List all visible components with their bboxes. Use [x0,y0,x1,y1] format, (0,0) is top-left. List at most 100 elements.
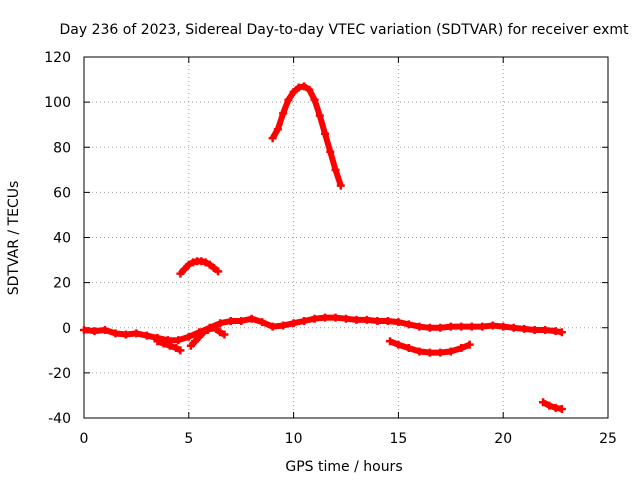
data-point [541,326,550,335]
data-point [279,321,288,330]
data-point [386,337,395,346]
data-point [404,344,413,353]
data-point [165,341,174,350]
data-point [132,329,141,338]
data-point [268,322,277,331]
data-point [310,95,319,104]
data-point [174,336,183,345]
series-arc-late [539,398,566,413]
data-point [247,314,256,323]
data-point [216,319,225,328]
data-point [268,134,277,143]
data-point [457,322,466,331]
data-point [284,95,293,104]
data-point [186,341,195,350]
data-point [352,315,361,324]
y-axis-label: SDTVAR / TECUs [6,181,22,296]
data-point [310,314,319,323]
data-point [446,347,455,356]
data-point [415,322,424,331]
series-arc-early-dip [153,337,185,355]
data-point [305,85,314,94]
y-tick-label: 40 [53,231,71,247]
data-point [530,326,539,335]
data-point [520,324,529,333]
data-point [237,316,246,325]
data-point [436,323,445,332]
data-point [478,322,487,331]
data-point [205,260,214,269]
y-tick-label: 100 [44,95,71,111]
data-point [273,125,282,134]
data-point [394,340,403,349]
y-tick-label: 60 [53,185,71,201]
data-point [111,329,120,338]
x-tick-label: 5 [184,431,193,447]
data-point [258,318,267,327]
data-point [539,398,548,407]
data-point [499,322,508,331]
data-point [90,327,99,336]
data-point [457,344,466,353]
series-arc-baseline [80,313,566,345]
y-tick-label: 120 [44,50,71,66]
series-arc-main-peak [268,82,345,190]
x-tick-label: 10 [285,431,303,447]
x-tick-label: 25 [599,431,617,447]
data-point [436,348,445,357]
grid-lines [84,57,608,418]
data-point [488,321,497,330]
series-trace [270,83,344,187]
data-point [180,265,189,274]
chart-title: Day 236 of 2023, Sidereal Day-to-day VTE… [60,22,630,38]
data-point [184,260,193,269]
data-point [195,332,204,341]
data-point [467,322,476,331]
series-arc-afternoon-dip [386,337,474,357]
data-point [465,340,474,349]
data-point [184,332,193,341]
data-point [383,316,392,325]
y-tick-label: 0 [62,321,71,337]
data-point [214,267,223,276]
data-point [176,346,185,355]
plot-frame [83,56,609,419]
data-point [199,328,208,337]
data-point [142,331,151,340]
data-point [80,326,88,335]
data-point [394,318,403,327]
x-tick-label: 0 [80,431,89,447]
series-arc-small-bump [176,257,223,278]
series-arc-morning-rise [186,323,229,350]
data-point [172,344,181,353]
data-point [279,109,288,118]
data-point [191,337,200,346]
x-tick-labels: 0 5 10 15 20 25 [80,431,617,447]
y-tick-label: -20 [48,366,71,382]
data-point [326,147,335,156]
data-point [300,316,309,325]
data-point [509,323,518,332]
data-point [289,319,298,328]
data-point [321,313,330,322]
x-tick-label: 20 [494,431,512,447]
data-point [557,328,566,337]
data-point [331,313,340,322]
data-point [425,348,434,357]
data-point [220,330,229,339]
data-point [315,111,324,120]
data-point [121,330,130,339]
data-point [415,347,424,356]
x-tick-label: 15 [389,431,407,447]
data-point [159,339,168,348]
data-point [201,258,210,267]
data-point [446,322,455,331]
data-point [557,404,566,413]
data-point [203,326,212,335]
data-point [216,328,225,337]
y-tick-label: 20 [53,276,71,292]
y-tick-label: -40 [48,411,71,427]
data-point [373,316,382,325]
data-point [545,401,554,410]
